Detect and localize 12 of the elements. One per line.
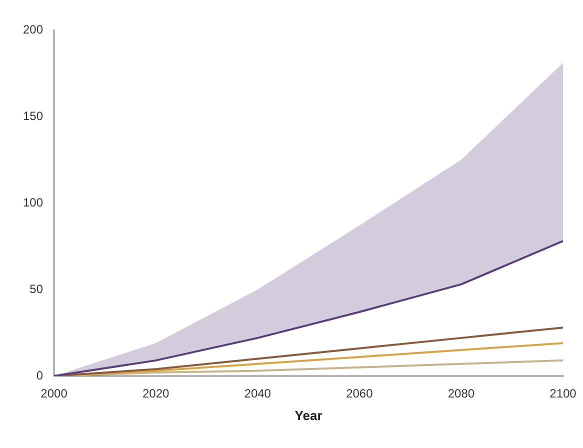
y-tick-label: 200 [22,22,44,36]
x-tick-label: 2000 [40,386,68,401]
y-tick-label: 50 [30,282,44,296]
x-tick-label: 2080 [448,386,475,401]
y-tick-label: 150 [22,108,44,123]
x-tick-label: 2020 [142,386,170,401]
x-tick-label: 2100 [550,386,577,401]
x-tick-label: 2060 [346,386,374,401]
y-tick-label: 100 [22,195,44,210]
x-tick-label: 2040 [244,386,272,401]
x-axis-title: Year [294,408,322,423]
y-tick-label: 0 [36,368,44,382]
